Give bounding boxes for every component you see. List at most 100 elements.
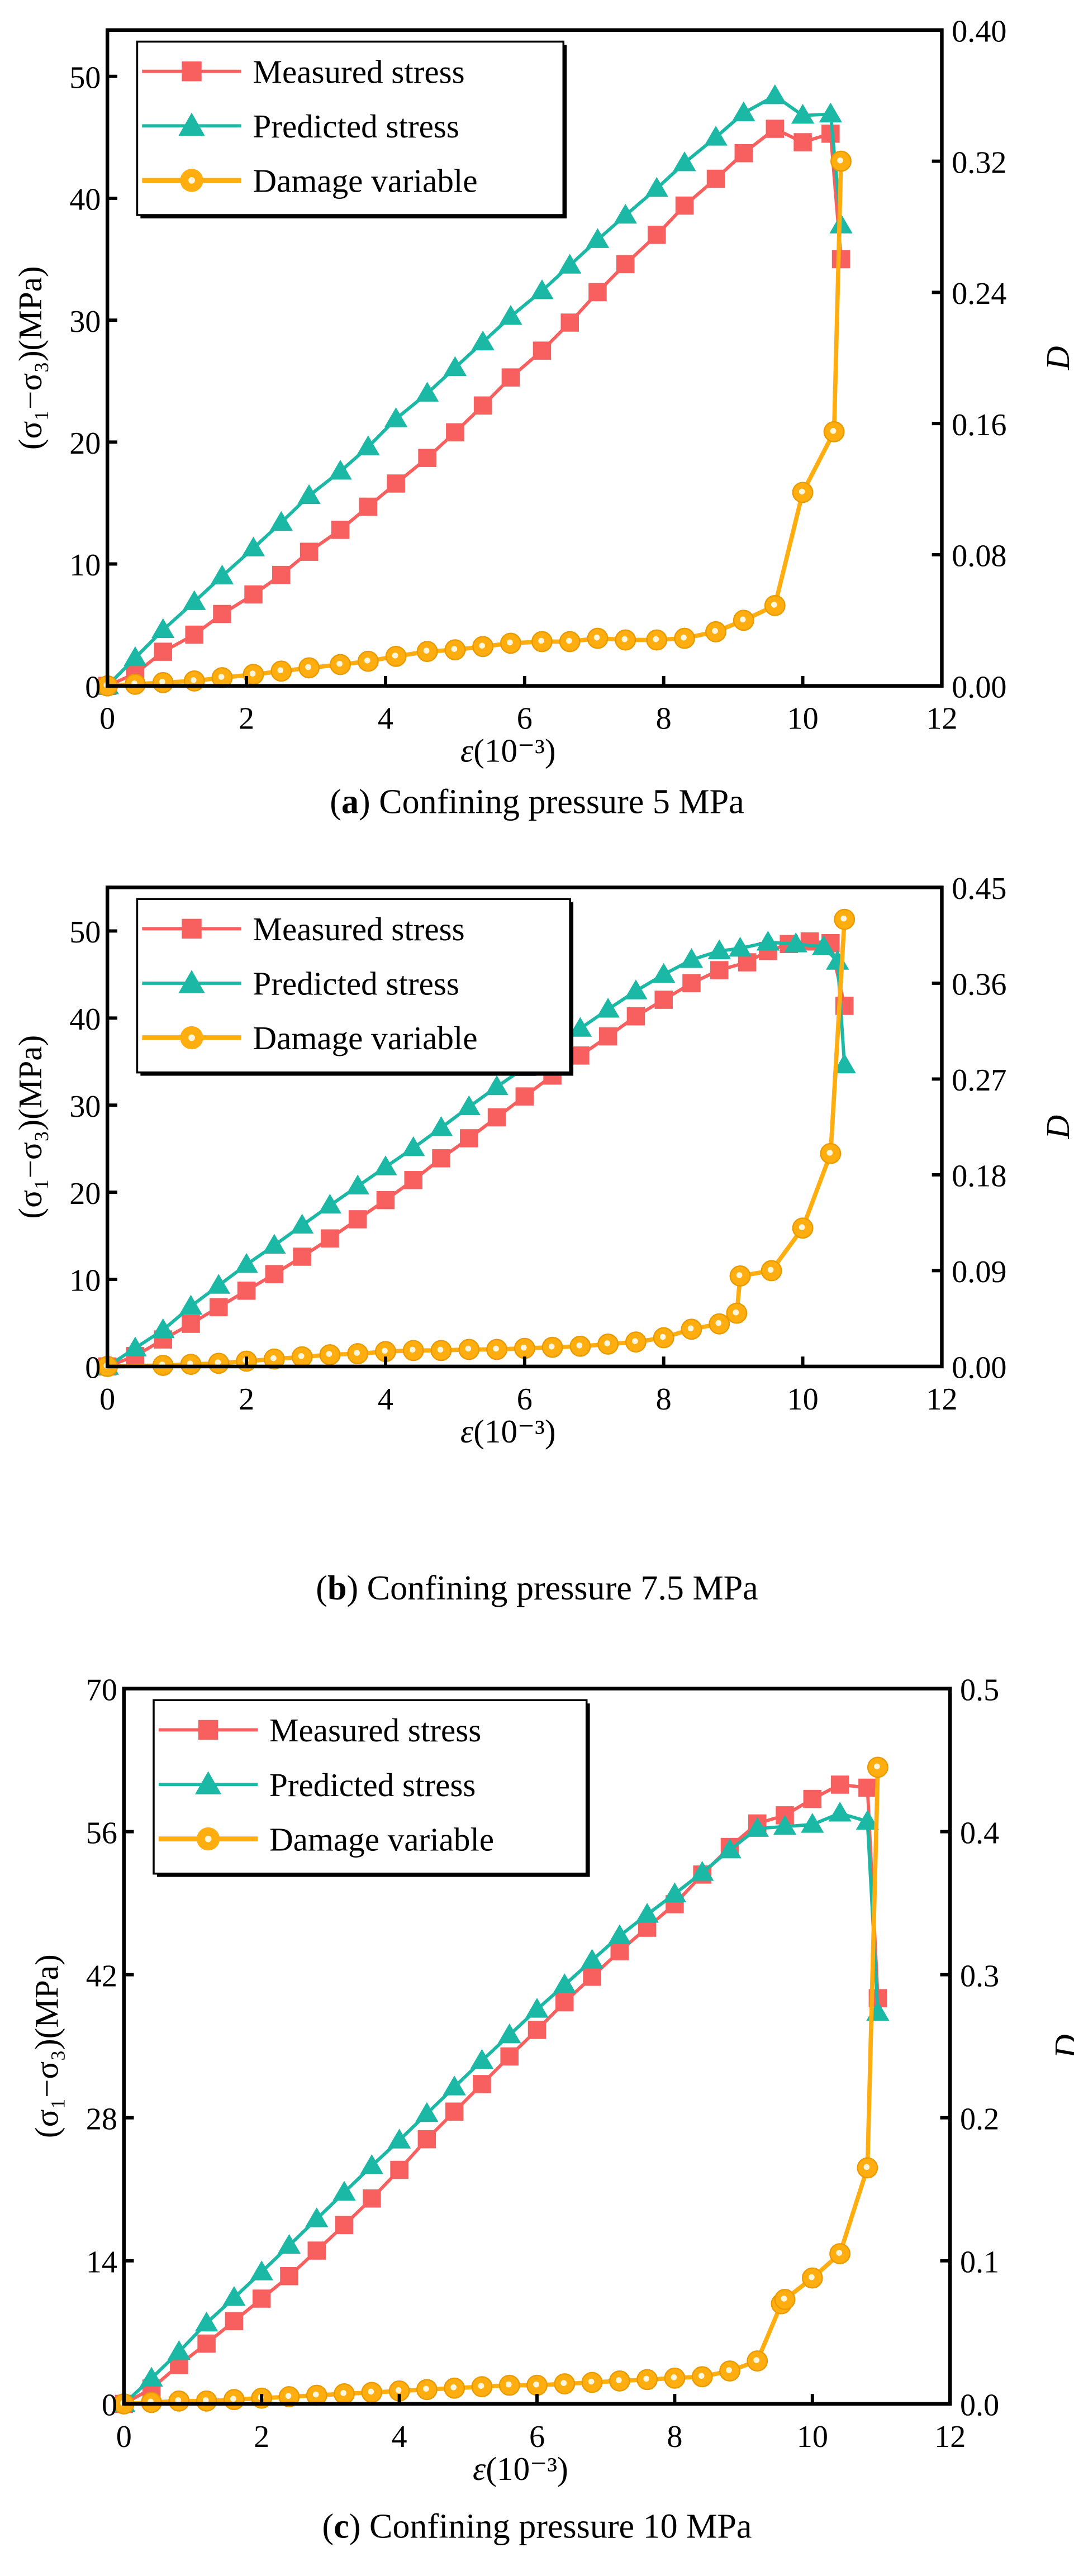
- legend-triangle-icon: [178, 112, 205, 136]
- x-axis-symbol: ε: [460, 1413, 474, 1450]
- legend-label: Measured stress: [253, 53, 464, 90]
- predicted-triangle-marker: [222, 2285, 246, 2306]
- marker-highlight: [863, 2164, 870, 2170]
- measured-square-marker: [307, 2241, 326, 2260]
- x-tick-label: 6: [529, 2420, 545, 2454]
- y-tick-label: 42: [86, 1959, 117, 1993]
- marker-highlight: [533, 2381, 539, 2388]
- marker-highlight: [354, 1350, 360, 1356]
- y2-tick-label: 0.40: [952, 15, 1006, 49]
- predicted-triangle-marker: [586, 228, 610, 248]
- y2-axis-title: D: [1048, 2034, 1074, 2059]
- marker-highlight: [423, 2385, 429, 2392]
- measured-square-marker: [675, 196, 694, 215]
- marker-highlight: [538, 637, 544, 644]
- predicted-triangle-marker: [652, 963, 676, 983]
- marker-highlight: [712, 628, 718, 634]
- y2-tick-label: 0.00: [952, 670, 1006, 704]
- measured-square-marker: [588, 283, 607, 302]
- predicted-triangle-marker: [151, 1318, 175, 1339]
- x-tick-label: 4: [378, 1382, 393, 1417]
- x-tick-label: 6: [517, 702, 533, 736]
- measured-square-marker: [560, 313, 579, 332]
- measured-square-marker: [265, 1265, 284, 1283]
- predicted-triangle-marker: [277, 2234, 301, 2254]
- predicted-triangle-marker: [263, 1234, 286, 1254]
- marker-highlight: [715, 1320, 722, 1326]
- marker-highlight: [340, 2390, 346, 2396]
- marker-highlight: [616, 2377, 622, 2383]
- y-tick-label: 56: [86, 1816, 117, 1850]
- y2-tick-label: 0.27: [952, 1063, 1006, 1098]
- measured-square-marker: [348, 1210, 367, 1229]
- marker-highlight: [736, 1272, 743, 1278]
- y-tick-label: 30: [69, 1089, 101, 1124]
- predicted-triangle-marker: [485, 1075, 509, 1096]
- marker-highlight: [215, 1359, 221, 1366]
- predicted-triangle-marker: [387, 2129, 411, 2149]
- caption-text: ) Confining pressure 10 MPa: [349, 2507, 752, 2545]
- predicted-triangle-marker: [140, 2367, 163, 2387]
- legend-label: Predicted stress: [253, 965, 459, 1002]
- predicted-triangle-marker: [756, 930, 780, 951]
- x-tick-label: 12: [926, 1382, 957, 1417]
- y-tick-label: 20: [69, 1177, 101, 1211]
- predicted-triangle-marker: [329, 459, 352, 480]
- x-tick-label: 2: [239, 702, 254, 736]
- marker-highlight: [479, 642, 486, 649]
- y-tick-label: 10: [69, 1264, 101, 1298]
- measured-square-marker: [528, 2021, 546, 2039]
- x-tick-label: 4: [378, 702, 393, 736]
- marker-highlight: [368, 2388, 374, 2395]
- measured-square-marker: [803, 1789, 822, 1808]
- x-tick-label: 12: [934, 2420, 966, 2454]
- predicted-triangle-marker: [183, 590, 206, 610]
- marker-highlight: [826, 1150, 833, 1156]
- measured-square-marker: [734, 144, 753, 163]
- chart-panel-c: 0 2 4 6 8 10 12014284256700.00.10.20.30.40.5ε(…: [28, 1673, 1074, 2545]
- measured-square-marker: [706, 169, 725, 188]
- marker-highlight: [382, 1347, 388, 1354]
- measured-square-marker: [598, 1027, 617, 1046]
- predicted-triangle-marker: [812, 935, 835, 955]
- caption-text: ) Confining pressure 7.5 MPa: [346, 1569, 758, 1607]
- marker-highlight: [560, 2380, 567, 2386]
- marker-highlight: [659, 1334, 666, 1340]
- marker-highlight: [249, 670, 256, 677]
- measured-square-marker: [210, 1298, 228, 1317]
- marker-highlight: [593, 634, 600, 641]
- y2-tick-label: 0.16: [952, 408, 1006, 442]
- measured-square-marker: [331, 521, 350, 539]
- x-tick-label: 12: [926, 702, 957, 736]
- y2-tick-label: 0.2: [960, 2102, 999, 2136]
- marker-highlight: [188, 1034, 195, 1041]
- measured-square-marker: [473, 2075, 491, 2093]
- marker-highlight: [733, 1309, 739, 1316]
- marker-highlight: [521, 1344, 527, 1351]
- marker-highlight: [576, 1342, 583, 1349]
- caption-text: ) Confining pressure 5 MPa: [359, 783, 744, 821]
- measured-square-marker: [831, 250, 850, 269]
- measured-square-marker: [460, 1129, 478, 1147]
- y-tick-label: 0: [85, 670, 101, 704]
- measured-square-marker: [533, 341, 552, 360]
- measured-square-marker: [710, 961, 729, 979]
- legend-label: Predicted stress: [253, 108, 459, 145]
- measured-square-marker: [487, 1108, 506, 1127]
- caption-paren: (: [316, 1569, 327, 1607]
- y2-tick-label: 0.0: [960, 2388, 999, 2423]
- predicted-triangle-marker: [318, 1193, 342, 1214]
- measured-square-marker: [335, 2216, 354, 2235]
- predicted-triangle-marker: [471, 330, 495, 351]
- measured-square-marker: [654, 991, 673, 1009]
- predicted-triangle-marker: [745, 1817, 769, 1837]
- y-tick-label: 0: [102, 2388, 117, 2423]
- predicted-triangle-marker: [791, 103, 815, 124]
- marker-highlight: [450, 2384, 457, 2391]
- panel-caption: (a) Confining pressure 5 MPa: [330, 783, 744, 821]
- legend-label: Damage variable: [269, 1821, 494, 1858]
- marker-highlight: [781, 2296, 787, 2302]
- measured-square-marker: [225, 2312, 244, 2331]
- x-tick-label: 2: [254, 2420, 269, 2454]
